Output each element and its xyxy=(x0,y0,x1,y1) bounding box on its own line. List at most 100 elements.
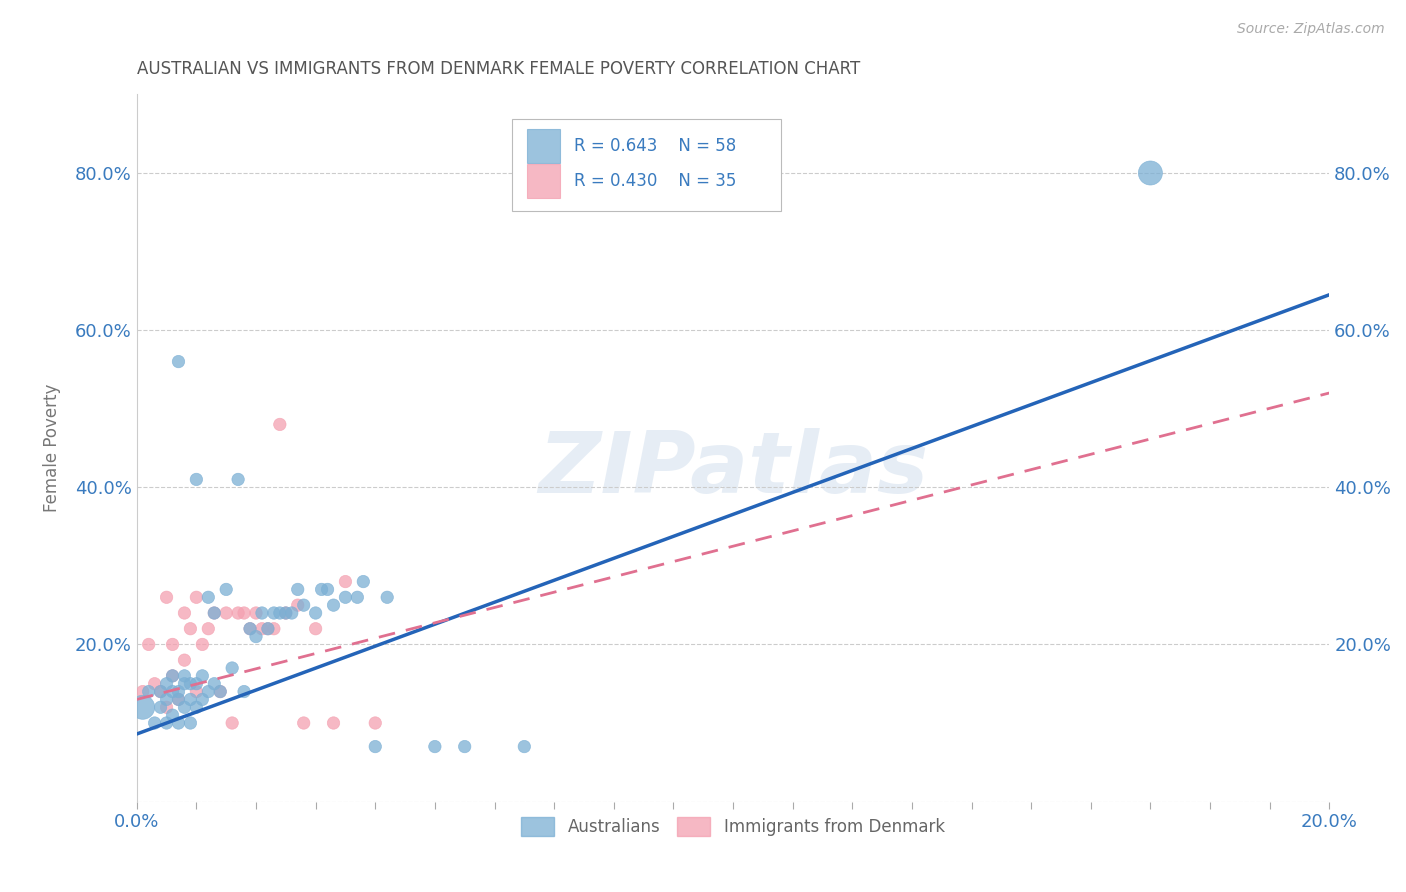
Point xyxy=(202,676,225,690)
Point xyxy=(173,700,195,714)
Point xyxy=(335,574,357,589)
Point xyxy=(375,591,398,605)
Point xyxy=(269,606,291,620)
Point xyxy=(149,700,172,714)
Point xyxy=(257,622,280,636)
Point xyxy=(292,598,315,612)
Point xyxy=(197,591,219,605)
Point xyxy=(173,676,195,690)
Point xyxy=(304,606,326,620)
Point xyxy=(1139,166,1161,180)
Point xyxy=(186,684,208,698)
Point xyxy=(167,354,190,368)
Point xyxy=(162,708,184,723)
Point xyxy=(179,622,201,636)
Point xyxy=(263,622,285,636)
Point xyxy=(155,716,177,731)
Point xyxy=(250,622,273,636)
Point xyxy=(186,676,208,690)
Point xyxy=(131,700,153,714)
Point xyxy=(274,606,297,620)
FancyBboxPatch shape xyxy=(527,129,560,163)
FancyBboxPatch shape xyxy=(512,120,780,211)
Y-axis label: Female Poverty: Female Poverty xyxy=(44,384,60,512)
Point xyxy=(155,676,177,690)
Point xyxy=(239,622,262,636)
Point xyxy=(162,669,184,683)
Text: R = 0.643    N = 58: R = 0.643 N = 58 xyxy=(575,137,737,155)
Point xyxy=(149,684,172,698)
Point xyxy=(221,716,243,731)
Point xyxy=(138,684,160,698)
Point xyxy=(186,700,208,714)
Point xyxy=(250,606,273,620)
Point xyxy=(155,591,177,605)
Point xyxy=(364,716,387,731)
Point xyxy=(202,606,225,620)
Point xyxy=(316,582,339,597)
Point xyxy=(191,692,214,706)
Point xyxy=(162,684,184,698)
Point xyxy=(173,606,195,620)
Legend: Australians, Immigrants from Denmark: Australians, Immigrants from Denmark xyxy=(515,810,952,843)
Point xyxy=(173,669,195,683)
Point xyxy=(352,574,374,589)
Point xyxy=(257,622,280,636)
Point xyxy=(287,582,309,597)
Point xyxy=(162,669,184,683)
Point xyxy=(513,739,536,754)
Point xyxy=(191,637,214,651)
Point xyxy=(197,684,219,698)
Point xyxy=(423,739,446,754)
Point xyxy=(167,684,190,698)
Point xyxy=(197,622,219,636)
Point xyxy=(186,591,208,605)
Point xyxy=(233,606,256,620)
Point xyxy=(167,692,190,706)
Point xyxy=(287,598,309,612)
Point xyxy=(179,676,201,690)
Point xyxy=(263,606,285,620)
Point xyxy=(209,684,232,698)
Point xyxy=(245,630,267,644)
Point xyxy=(215,582,238,597)
Point xyxy=(226,472,249,486)
Text: ZIPatlas: ZIPatlas xyxy=(538,428,928,511)
Point xyxy=(143,676,166,690)
Text: AUSTRALIAN VS IMMIGRANTS FROM DENMARK FEMALE POVERTY CORRELATION CHART: AUSTRALIAN VS IMMIGRANTS FROM DENMARK FE… xyxy=(136,60,860,78)
Point xyxy=(304,622,326,636)
Point xyxy=(155,692,177,706)
Point xyxy=(173,653,195,667)
Point xyxy=(311,582,333,597)
Point xyxy=(454,739,477,754)
Point xyxy=(239,622,262,636)
Point xyxy=(143,716,166,731)
Point xyxy=(179,716,201,731)
Point xyxy=(292,716,315,731)
Point xyxy=(209,684,232,698)
Text: Source: ZipAtlas.com: Source: ZipAtlas.com xyxy=(1237,22,1385,37)
Point xyxy=(138,637,160,651)
Point xyxy=(215,606,238,620)
Point xyxy=(221,661,243,675)
Point xyxy=(155,700,177,714)
Point xyxy=(131,684,153,698)
Point xyxy=(191,669,214,683)
Point xyxy=(245,606,267,620)
Point xyxy=(233,684,256,698)
Point xyxy=(202,606,225,620)
FancyBboxPatch shape xyxy=(527,164,560,198)
Point xyxy=(269,417,291,432)
Point xyxy=(335,591,357,605)
Point xyxy=(274,606,297,620)
Point xyxy=(322,716,344,731)
Point xyxy=(281,606,304,620)
Point xyxy=(162,637,184,651)
Point xyxy=(167,716,190,731)
Point xyxy=(226,606,249,620)
Point xyxy=(149,684,172,698)
Point xyxy=(364,739,387,754)
Point xyxy=(186,472,208,486)
Point xyxy=(322,598,344,612)
Point xyxy=(346,591,368,605)
